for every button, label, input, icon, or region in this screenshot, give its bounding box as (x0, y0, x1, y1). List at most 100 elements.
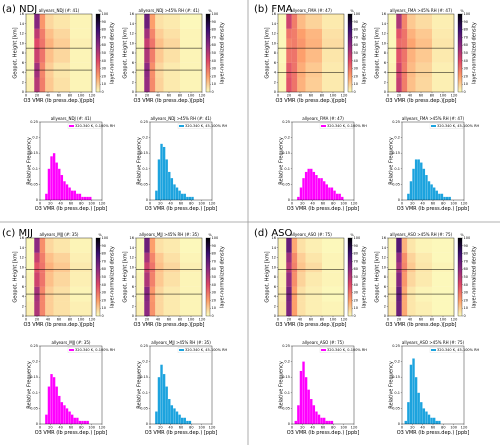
histogram-bar (168, 171, 171, 200)
heatmap-cell (432, 238, 455, 253)
histogram-bar (173, 184, 176, 200)
histogram-bar (333, 190, 336, 200)
heatmap-cell (291, 14, 298, 29)
heatmap-cell (388, 48, 397, 63)
heatmap-cell (34, 252, 40, 263)
y-tick-label: 2 (132, 304, 134, 308)
colorbar-tick-label: 80 (102, 252, 106, 256)
heatmap-cell (70, 48, 93, 63)
colorbar-label: layer-normalized density (472, 22, 478, 84)
heatmap-cell (53, 48, 71, 63)
x-tick-label: 20 (300, 202, 304, 206)
x-tick-label: 120 (99, 202, 106, 206)
histogram-bar (433, 187, 436, 200)
heatmap-cell (415, 48, 433, 63)
histogram-bar (420, 402, 423, 424)
chart-title: allyears_ASO (#: 75) (290, 232, 332, 237)
histogram-bar (435, 420, 438, 424)
y-tick-label: 0.05 (30, 182, 38, 186)
x-tick-label: 80 (331, 426, 335, 430)
y-tick-label: 0.1 (394, 391, 400, 395)
y-tick-label: 0.15 (282, 151, 290, 155)
x-axis-label: O3 VMR (lb press.dep.) [ppb] (145, 430, 218, 436)
y-axis-label: Relative Frequency (27, 137, 33, 185)
x-tick-label: 60 (57, 318, 61, 322)
x-axis-label: O3 VMR (lb press.dep.)[ppb] (276, 322, 347, 328)
x-tick-label: 80 (178, 318, 182, 322)
histogram-bar (328, 420, 331, 424)
y-tick-label: 0.25 (140, 344, 148, 348)
heatmap-cell (286, 14, 292, 29)
x-tick-label: 100 (450, 202, 457, 206)
heatmap-cell (396, 262, 402, 273)
histogram-bar (188, 420, 192, 424)
heatmap-cell (401, 28, 408, 39)
x-axis-label: O3 VMR (lb press.dep.) [ppb] (287, 430, 360, 436)
heatmap-cell (291, 262, 298, 273)
x-tick-label: 100 (78, 318, 85, 322)
y-tick-label: 4 (132, 71, 135, 75)
x-tick-label: 40 (298, 94, 302, 98)
y-tick-label: 0.1 (284, 391, 290, 395)
x-tick-label: 40 (58, 202, 62, 206)
heatmap-cell (39, 14, 46, 29)
y-tick-label: 4 (22, 71, 25, 75)
colorbar-tick-label: 40 (212, 283, 216, 287)
heatmap-cell (53, 14, 71, 29)
heatmap-cell (278, 301, 287, 317)
heatmap-cell (45, 38, 54, 49)
histogram-bar (412, 168, 415, 200)
x-tick-label: 0 (291, 426, 293, 430)
histogram-bar (58, 168, 61, 200)
heatmap-cell (149, 252, 156, 263)
x-tick-label: 120 (89, 94, 96, 98)
chart-title: allyears_MJJ (#: 35) (40, 232, 79, 237)
heatmap-cell (297, 262, 306, 273)
legend-label: 320-340 K, 45-100% RH (437, 348, 480, 352)
y-tick-label: 2 (384, 304, 386, 308)
legend-box (177, 123, 212, 129)
heatmap-cell (401, 252, 408, 263)
histogram-bar (430, 184, 433, 200)
histogram-bar (323, 417, 326, 424)
heatmap-cell (286, 38, 292, 49)
heatmap-cell (34, 77, 40, 93)
y-tick-label: 0.2 (284, 136, 290, 140)
heatmap-cell (286, 252, 292, 263)
heatmap-cell (136, 14, 145, 29)
histogram-bar (52, 377, 56, 424)
colorbar-tick-label: 50 (102, 51, 106, 55)
colorbar-tick-label: 30 (464, 291, 468, 295)
colorbar-tick-label: 90 (464, 244, 468, 248)
chart-title: allyears_FMA (#: 47) (290, 8, 332, 13)
panel-label: (c) MJJ (2, 228, 33, 239)
y-tick-label: 0.15 (140, 151, 148, 155)
y-tick-label: 0 (398, 198, 400, 202)
chart-title: allyears_NDJ >45% RH (#: 41) (151, 116, 212, 121)
x-tick-label: 0 (277, 94, 279, 98)
heatmap-cell (163, 272, 181, 287)
heatmap-cell (149, 238, 156, 253)
histogram-bar (45, 193, 48, 200)
histogram-bar (330, 187, 334, 200)
y-tick-label: 0.15 (392, 151, 400, 155)
y-tick-label: 0 (146, 198, 148, 202)
histogram-bar (47, 168, 51, 200)
chart-title: allyears_FMA >45% RH (#: 47) (402, 116, 465, 121)
y-tick-label: 0 (36, 198, 38, 202)
histogram-bar (83, 420, 87, 424)
y-axis-label: Geopot. Height [km] (265, 27, 271, 78)
x-tick-label: 0 (277, 318, 279, 322)
colorbar-tick-label: 20 (354, 74, 358, 78)
x-tick-label: 60 (179, 426, 183, 430)
y-tick-label: 2 (274, 80, 276, 84)
y-tick-label: 8 (384, 275, 386, 279)
y-tick-label: 12 (130, 256, 134, 260)
y-tick-label: 8 (274, 275, 276, 279)
x-tick-label: 100 (78, 94, 85, 98)
histogram-bar (427, 414, 431, 424)
heatmap-cell (415, 272, 433, 287)
colorbar-tick-label: 70 (464, 35, 468, 39)
heatmap-cell (432, 262, 455, 273)
histogram-bar (317, 178, 321, 200)
